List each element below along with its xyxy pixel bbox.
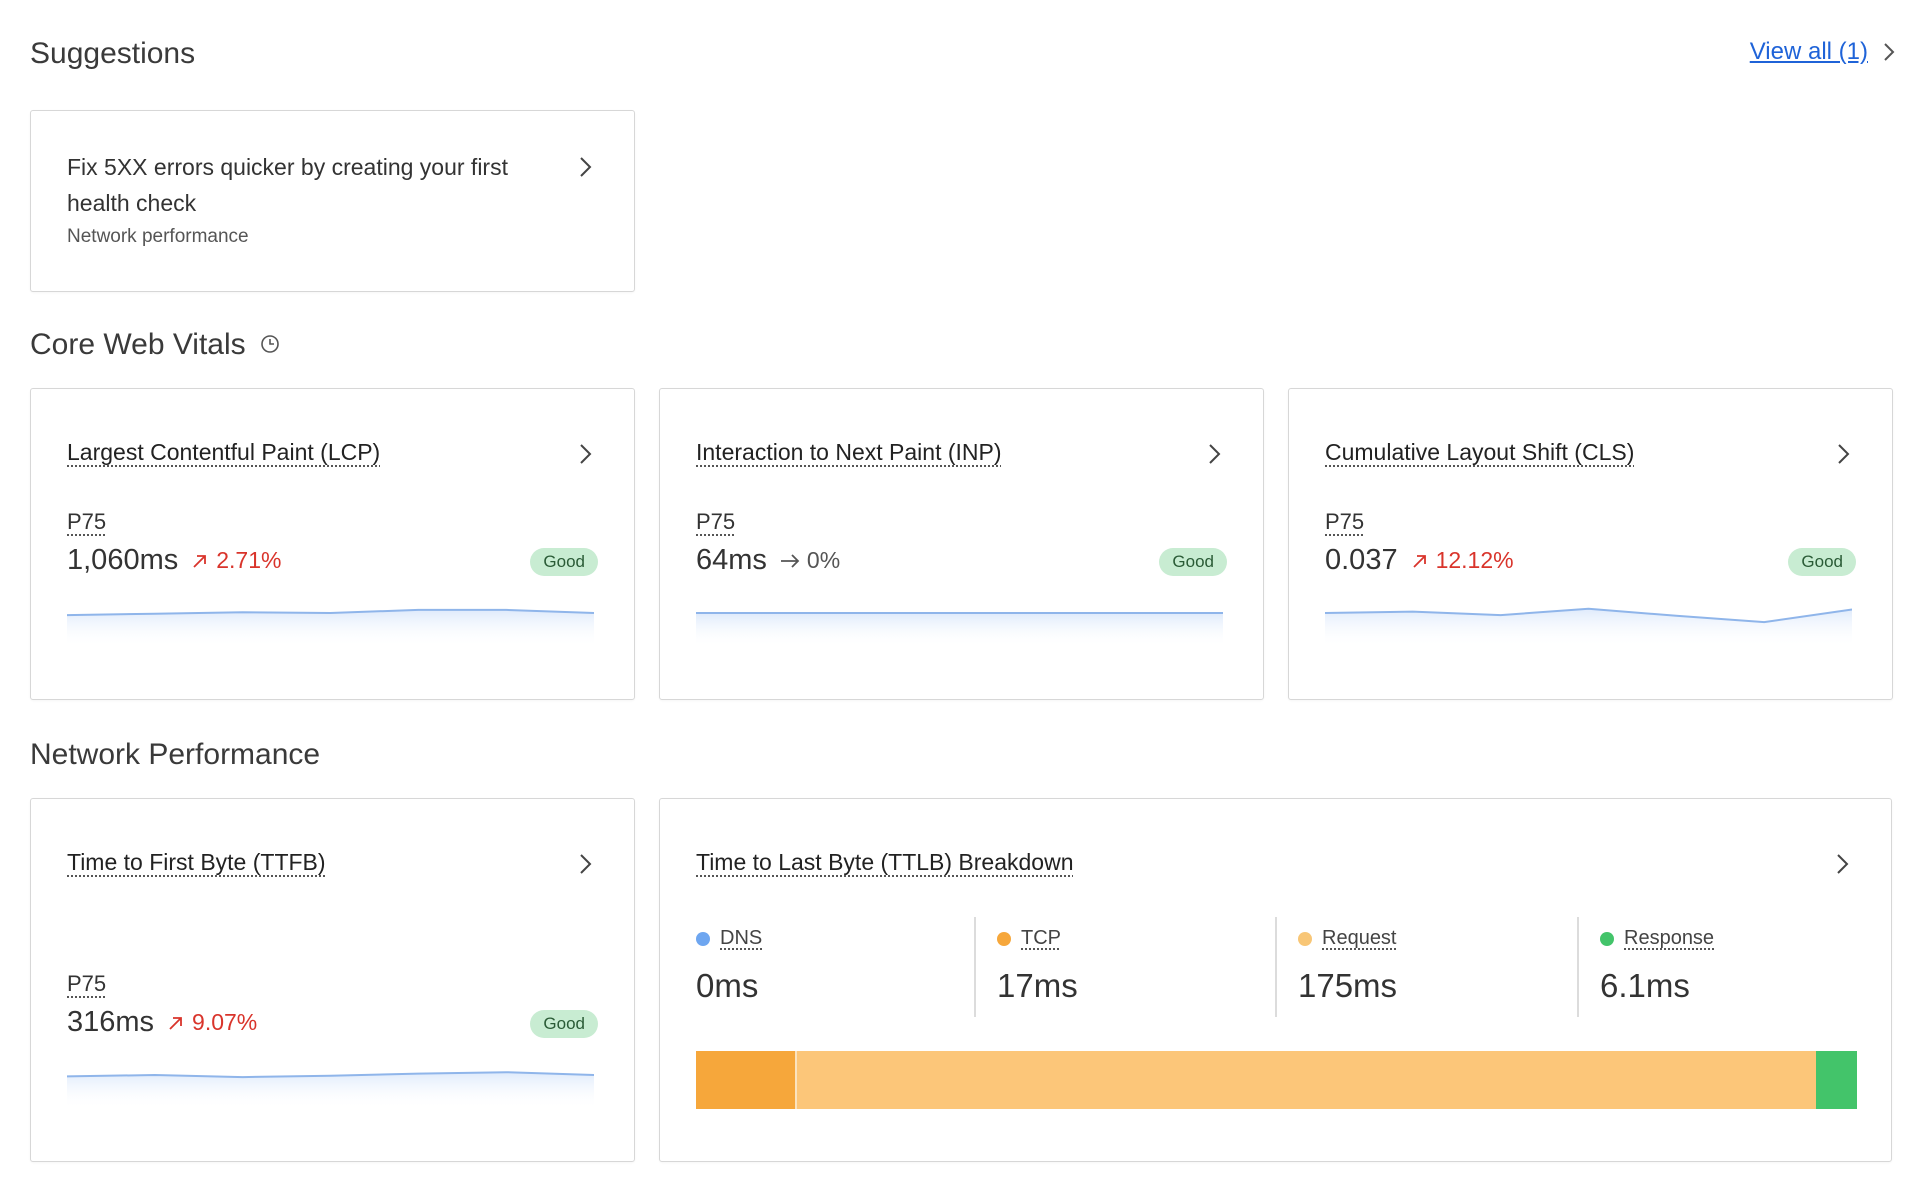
metric-title[interactable]: Cumulative Layout Shift (CLS) — [1325, 439, 1635, 465]
cwv-card-0[interactable]: Largest Contentful Paint (LCP) P75 1,060… — [30, 388, 635, 700]
chevron-right-icon — [1882, 41, 1896, 63]
ttlb-card[interactable]: Time to Last Byte (TTLB) Breakdown DNS 0… — [659, 798, 1892, 1162]
suggestions-title: Suggestions — [30, 37, 196, 70]
dns-dot-icon — [696, 931, 710, 946]
dns-value: 0ms — [696, 967, 759, 1004]
suggestion-subtitle: Network performance — [67, 226, 249, 247]
metric-sparkline — [1325, 607, 1852, 647]
bar-segment-request[interactable] — [795, 1051, 1817, 1109]
metric-change: 2.71% — [190, 547, 281, 574]
ttlb-title[interactable]: Time to Last Byte (TTLB) Breakdown — [696, 849, 1074, 875]
tcp-label: TCP — [1021, 927, 1061, 949]
metric-row: 64ms 0% — [696, 544, 840, 577]
arrow-up-right-icon — [190, 551, 210, 571]
response-label: Response — [1624, 927, 1715, 949]
view-all-link[interactable]: View all (1) — [1750, 38, 1896, 66]
segment-divider — [974, 917, 976, 1017]
metric-title[interactable]: Largest Contentful Paint (LCP) — [67, 439, 381, 465]
cwv-card-2[interactable]: Cumulative Layout Shift (CLS) P75 0.037 … — [1288, 388, 1893, 700]
sparkline-line — [67, 1071, 594, 1079]
metric-change-value: 0% — [806, 547, 841, 573]
metric-value: 0.037 — [1325, 544, 1398, 576]
response-value: 6.1ms — [1600, 967, 1690, 1004]
metric-change-value: 2.71% — [216, 547, 282, 573]
status-badge: Good — [1788, 548, 1856, 576]
sparkline-area — [1325, 608, 1852, 647]
status-badge: Good — [1159, 548, 1227, 576]
metric-change: 0% — [779, 547, 840, 574]
chevron-right-icon[interactable] — [1834, 441, 1852, 467]
ttfb-card[interactable]: Time to First Byte (TTFB) P75 316ms 9.07… — [30, 798, 635, 1162]
metric-change-value: 12.12% — [1435, 547, 1514, 573]
sparkline-area — [696, 613, 1223, 647]
bar-segment-tcp[interactable] — [696, 1051, 796, 1109]
sparkline-line — [67, 608, 594, 617]
ttfb-value: 316ms — [67, 1006, 155, 1038]
request-dot-icon — [1298, 931, 1312, 946]
segment-label[interactable]: TCP — [997, 927, 1061, 950]
sparkline-area — [67, 609, 594, 647]
status-badge: Good — [530, 548, 598, 576]
cwv-card-1[interactable]: Interaction to Next Paint (INP) P75 64ms… — [659, 388, 1264, 700]
tcp-dot-icon — [997, 931, 1011, 946]
ttlb-breakdown-bar — [696, 1051, 1857, 1109]
response-dot-icon — [1600, 931, 1614, 946]
metric-change: 12.12% — [1410, 547, 1514, 574]
tcp-value: 17ms — [997, 967, 1078, 1004]
ttfb-title[interactable]: Time to First Byte (TTFB) — [67, 849, 326, 875]
network-performance-heading: Network Performance — [30, 738, 320, 772]
bar-segment-response[interactable] — [1816, 1051, 1857, 1109]
ttfb-change: 9.07% — [166, 1009, 257, 1036]
ttfb-metric-row: 316ms 9.07% — [67, 1006, 257, 1039]
metric-value: 64ms — [696, 544, 767, 576]
p75-label[interactable]: P75 — [67, 971, 107, 996]
status-badge: Good — [530, 1010, 598, 1038]
arrow-up-right-icon — [1410, 551, 1430, 571]
chevron-right-icon[interactable] — [576, 441, 594, 467]
request-label: Request — [1322, 927, 1397, 949]
request-value: 175ms — [1298, 967, 1398, 1004]
p75-label[interactable]: P75 — [67, 509, 107, 534]
segment-divider — [1577, 917, 1579, 1017]
metric-sparkline — [67, 608, 594, 647]
metric-sparkline — [696, 612, 1223, 647]
p75-label[interactable]: P75 — [696, 509, 736, 534]
sparkline-area — [67, 1072, 594, 1109]
arrow-up-right-icon — [166, 1013, 186, 1033]
core-web-vitals-heading: Core Web Vitals — [30, 328, 280, 362]
ttfb-change-value: 9.07% — [192, 1009, 258, 1035]
clock-icon[interactable] — [260, 328, 280, 362]
segment-label[interactable]: DNS — [696, 927, 762, 950]
suggestion-title: Fix 5XX errors quicker by creating your … — [67, 154, 508, 216]
chevron-right-icon[interactable] — [1833, 851, 1851, 877]
sparkline-line — [1325, 607, 1852, 624]
core-web-vitals-title: Core Web Vitals — [30, 328, 246, 361]
segment-divider — [1275, 917, 1277, 1017]
chevron-right-icon[interactable] — [576, 154, 594, 180]
segment-label[interactable]: Response — [1600, 927, 1714, 950]
suggestion-card[interactable]: Fix 5XX errors quicker by creating your … — [30, 110, 635, 292]
suggestions-heading: Suggestions — [30, 37, 195, 71]
chevron-right-icon[interactable] — [1205, 441, 1223, 467]
metric-row: 1,060ms 2.71% — [67, 544, 281, 577]
metric-value: 1,060ms — [67, 544, 179, 576]
metric-title[interactable]: Interaction to Next Paint (INP) — [696, 439, 1002, 465]
network-performance-title: Network Performance — [30, 738, 321, 771]
ttfb-sparkline — [67, 1071, 594, 1109]
segment-label[interactable]: Request — [1298, 927, 1397, 950]
dns-label: DNS — [720, 927, 763, 949]
p75-label[interactable]: P75 — [1325, 509, 1365, 534]
arrow-right-icon — [779, 551, 801, 571]
chevron-right-icon[interactable] — [576, 851, 594, 877]
view-all-label: View all (1) — [1749, 38, 1868, 65]
metric-row: 0.037 12.12% — [1325, 544, 1514, 577]
